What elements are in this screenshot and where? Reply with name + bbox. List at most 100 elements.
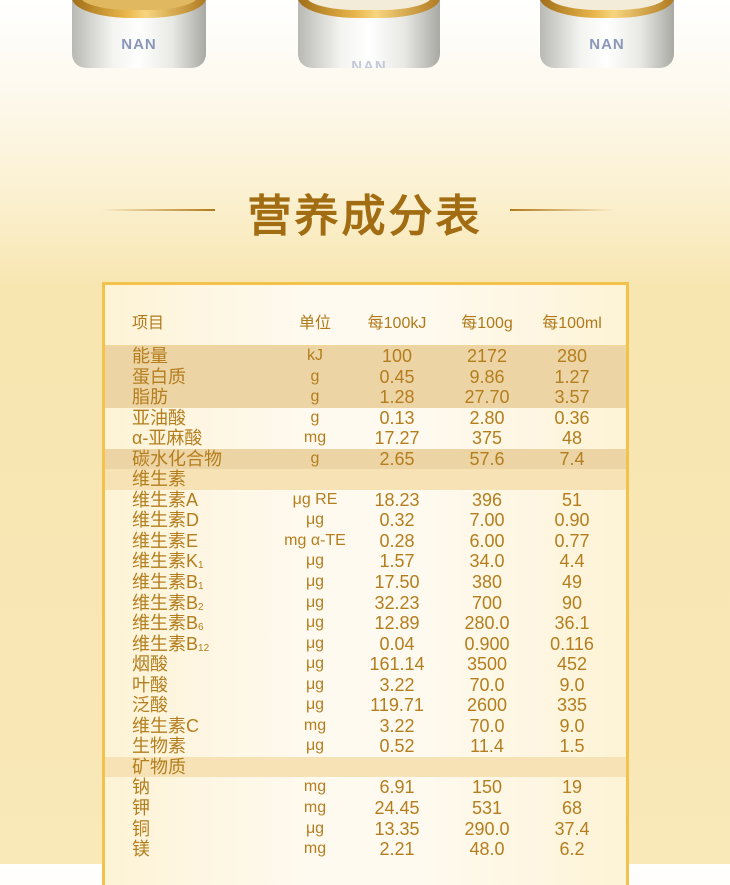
per100g-cell: 290.0 [464,818,510,839]
per100g-cell: 9.86 [469,366,505,387]
nutrient-name: 维生素B1 [132,572,204,593]
nutrient-name: 维生素B2 [132,592,204,613]
per100kj-cell: 12.89 [374,613,420,634]
table-row: 亚油酸 g 0.13 2.80 0.36 [105,408,626,429]
divider-left [100,209,215,211]
header-per100g: 每100g [461,315,513,332]
table-row: 脂肪 g 1.28 27.70 3.57 [105,387,626,408]
per100ml-cell: 335 [556,695,588,716]
subscript: 1 [198,581,204,593]
nutrient-name: 碳水化合物 [132,448,222,469]
section-row: 矿物质 [105,756,626,778]
per100g-cell: 27.70 [464,387,510,408]
per100kj-cell: 17.27 [374,428,420,449]
nutrient-name: α-亚麻酸 [132,428,203,449]
table-row: 叶酸 μg 3.22 70.0 9.0 [105,675,626,696]
product-can-image: NAN [540,0,674,68]
per100ml-cell: 19 [561,777,583,798]
product-can-image: NAN [298,0,440,68]
per100ml-cell: 6.2 [559,839,585,860]
unit-cell: μg [305,819,325,837]
per100kj-cell: 161.14 [369,654,425,675]
table-row: 维生素E mg α-TE 0.28 6.00 0.77 [105,531,626,552]
nutrient-name: 矿物质 [132,756,186,777]
unit-cell: g [310,408,320,426]
unit-cell: mg α-TE [284,531,346,549]
per100ml-cell: 36.1 [554,613,590,634]
per100ml-cell: 68 [561,798,583,819]
per100g-cell: 531 [471,798,503,819]
per100g-cell: 3500 [466,654,508,675]
per100ml-cell: 0.77 [554,530,590,551]
per100g-cell: 396 [471,489,503,510]
subscript: 2 [198,601,204,613]
per100ml-cell: 90 [561,592,583,613]
per100kj-cell: 2.21 [379,839,415,860]
unit-cell: mg [303,840,327,858]
table-row: 钠 mg 6.91 150 19 [105,777,626,798]
per100ml-cell: 1.27 [554,366,590,387]
header-unit: 单位 [298,315,331,332]
per100kj-cell: 100 [381,346,413,366]
per100g-cell: 2.80 [469,407,505,428]
nutrient-name: 钠 [132,777,150,798]
nutrient-name: 维生素B12 [132,633,210,654]
unit-cell: μg [305,737,325,755]
unit-cell: μg [305,614,325,632]
per100ml-cell: 9.0 [559,674,585,695]
per100kj-cell: 1.57 [379,551,415,572]
per100ml-cell: 9.0 [559,715,585,736]
table-row: 维生素B1 μg 17.50 380 49 [105,572,626,593]
unit-cell: g [310,367,320,385]
per100ml-cell: 0.36 [554,407,590,428]
per100kj-cell: 24.45 [374,798,420,819]
per100g-cell: 0.900 [464,633,510,654]
per100kj-cell: 1.28 [379,387,415,408]
per100g-cell: 700 [471,592,503,613]
nutrient-name: 蛋白质 [132,366,186,387]
table-body: 能量 kJ 100 2172 280 蛋白质 g 0.45 9.86 1.27 脂肪 g 1.28 27.… [105,346,626,860]
table-row: 维生素B12 μg 0.04 0.900 0.116 [105,634,626,655]
per100ml-cell: 452 [556,654,588,675]
per100g-cell: 2600 [466,695,508,716]
per100ml-cell: 280 [556,346,588,366]
nutrient-name: 脂肪 [132,387,168,408]
per100g-cell: 150 [471,777,503,798]
per100kj-cell: 0.45 [379,366,415,387]
per100kj-cell: 3.22 [379,674,415,695]
table-row: 钾 mg 24.45 531 68 [105,798,626,819]
per100g-cell: 48.0 [469,839,505,860]
per100kj-cell: 0.32 [379,510,415,531]
per100g-cell: 280.0 [464,613,510,634]
nutrient-name: 维生素 [132,469,186,490]
unit-cell: μg [305,573,325,591]
per100ml-cell: 0.116 [550,633,594,654]
title-section: 营养成分表 [0,180,730,241]
section-row: 维生素 [105,469,626,490]
table-row: 维生素K1 μg 1.57 34.0 4.4 [105,551,626,572]
nutrient-name: 维生素C [132,715,199,736]
unit-cell: μg [305,655,325,673]
unit-cell: g [310,449,320,467]
unit-cell: g [310,388,320,406]
per100kj-cell: 3.22 [379,715,415,736]
table-row: 烟酸 μg 161.14 3500 452 [105,654,626,675]
nutrient-name: 维生素K1 [132,551,204,572]
per100ml-cell: 48 [561,428,583,449]
per100g-cell: 70.0 [469,674,505,695]
per100ml-cell: 7.4 [559,448,585,469]
per100kj-cell: 119.71 [370,695,424,716]
page-title: 营养成分表 [247,192,483,241]
nutrient-name: 钾 [132,798,150,819]
unit-cell: mg [303,799,327,817]
unit-cell: μg [305,675,325,693]
unit-cell: mg [303,429,327,447]
per100g-cell: 375 [471,428,503,449]
nutrient-name: 铜 [132,818,150,839]
nutrient-name: 能量 [132,346,168,366]
table-row: 维生素D μg 0.32 7.00 0.90 [105,510,626,531]
unit-cell: mg [303,778,327,796]
table-row: 维生素A μg RE 18.23 396 51 [105,490,626,511]
header-item: 项目 [132,315,165,332]
subscript: 12 [198,642,210,654]
